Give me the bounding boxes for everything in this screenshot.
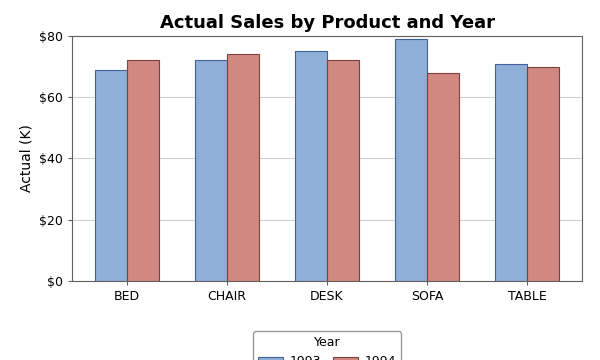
Bar bbox=[495, 63, 527, 281]
Bar bbox=[327, 60, 359, 281]
Bar bbox=[427, 73, 459, 281]
Bar bbox=[95, 69, 127, 281]
Bar bbox=[127, 60, 159, 281]
Bar bbox=[295, 51, 327, 281]
Bar bbox=[395, 39, 427, 281]
Bar bbox=[227, 54, 259, 281]
Legend: 1993, 1994: 1993, 1994 bbox=[253, 331, 401, 360]
Y-axis label: Actual (K): Actual (K) bbox=[19, 125, 34, 192]
Title: Actual Sales by Product and Year: Actual Sales by Product and Year bbox=[160, 14, 494, 32]
Bar bbox=[195, 60, 227, 281]
Bar bbox=[527, 67, 559, 281]
